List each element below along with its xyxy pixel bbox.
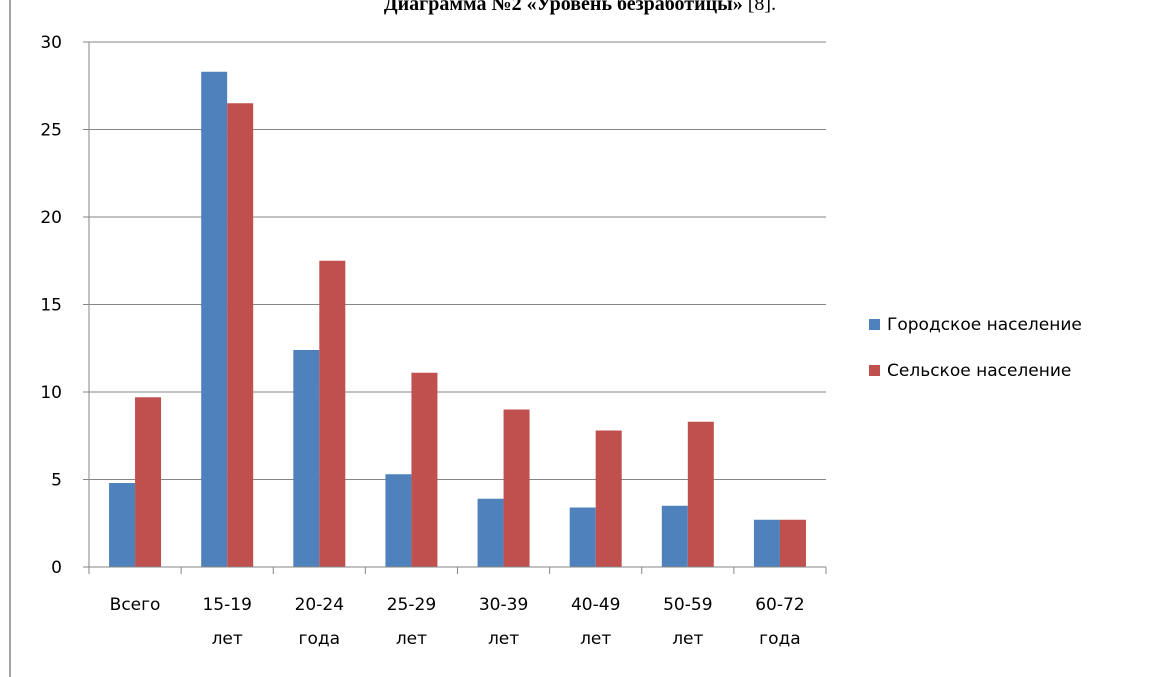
y-tick-label: 30	[40, 33, 62, 53]
x-tick-label: 40-49 лет	[571, 595, 620, 649]
legend-label-series2: Сельское население	[887, 361, 1071, 381]
x-tick-label: 60-72 года	[755, 595, 804, 649]
y-tick-label: 0	[51, 558, 62, 578]
bars	[109, 71, 806, 567]
bar-series1-cat6	[569, 507, 596, 567]
legend-swatch-series1	[869, 319, 880, 330]
bar-series2-cat5	[503, 409, 530, 567]
x-tick-label-line: 40-49	[571, 595, 620, 615]
x-tick-label-line: 60-72	[755, 595, 804, 615]
y-tick-label: 5	[51, 471, 62, 491]
x-tick-label-line: 30-39	[479, 595, 528, 615]
chart-caption: Диаграмма №2 «Уровень безработицы» [8].	[384, 0, 776, 15]
x-tick-label-line: 20-24	[295, 595, 344, 615]
legend: Городское население Сельское население	[869, 315, 1082, 381]
bar-series2-cat6	[595, 430, 622, 567]
x-tick-label-line: лет	[488, 629, 519, 649]
bar-series1-cat3	[293, 350, 320, 567]
x-tick-label-line: лет	[396, 629, 427, 649]
bar-series1-cat2	[201, 71, 228, 567]
gridlines	[89, 41, 826, 480]
bar-series1-cat4	[385, 474, 412, 567]
x-tick-label-line: года	[299, 629, 341, 649]
bar-series1-cat1	[109, 483, 136, 567]
x-tick-label-line: лет	[580, 629, 611, 649]
x-tick-label: 25-29 лет	[387, 595, 436, 649]
bar-series2-cat7	[687, 421, 714, 567]
bar-series1-cat5	[477, 498, 504, 567]
x-tick-label-line: Всего	[110, 595, 161, 615]
y-tick-label: 20	[40, 208, 62, 228]
bar-series2-cat4	[411, 372, 438, 567]
legend-swatch-series2	[869, 365, 880, 376]
x-tick-label-line: 50-59	[663, 595, 712, 615]
y-tick-label: 25	[40, 121, 62, 141]
x-tick-label-line: лет	[212, 629, 243, 649]
x-tick-label: 20-24 года	[295, 595, 344, 649]
x-tick-label: Всего	[110, 595, 161, 615]
legend-label-series1: Городское население	[887, 315, 1082, 335]
x-tick-label: 15-19 лет	[202, 595, 251, 649]
bar-series1-cat8	[753, 519, 780, 567]
bar-series2-cat3	[319, 260, 346, 567]
x-tick-label: 30-39 лет	[479, 595, 528, 649]
y-tick-label: 10	[40, 383, 62, 403]
y-tick-label: 15	[40, 296, 62, 316]
x-tick-label-line: 25-29	[387, 595, 436, 615]
axes: 0 5 10 15 20 25 30 Всего 15-19 лет 20-24 года 25-29 л…	[40, 33, 827, 649]
x-tick-label-line: 15-19	[202, 595, 251, 615]
bar-series2-cat1	[135, 397, 162, 567]
bar-series1-cat7	[661, 505, 688, 567]
bar-series2-cat2	[227, 103, 254, 567]
x-tick-label-line: года	[759, 629, 801, 649]
x-tick-label: 50-59 лет	[663, 595, 712, 649]
bar-series2-cat8	[779, 519, 806, 567]
chart-caption-reference: [8].	[743, 0, 776, 15]
x-tick-label-line: лет	[672, 629, 703, 649]
chart-caption-title: Диаграмма №2 «Уровень безработицы»	[384, 0, 743, 15]
